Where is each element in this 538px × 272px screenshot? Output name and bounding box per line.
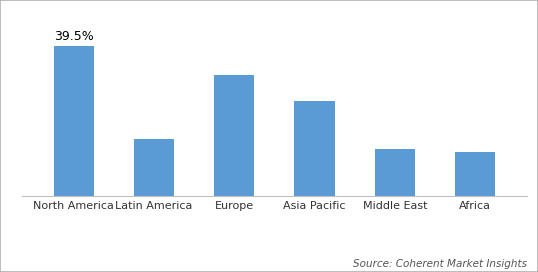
Bar — [375, 149, 415, 196]
Text: 39.5%: 39.5% — [54, 30, 94, 43]
Bar — [54, 46, 94, 196]
Bar — [455, 152, 495, 196]
Bar — [214, 75, 254, 196]
Text: Source: Coherent Market Insights: Source: Coherent Market Insights — [353, 259, 527, 269]
Bar — [294, 101, 335, 196]
Bar — [134, 139, 174, 196]
